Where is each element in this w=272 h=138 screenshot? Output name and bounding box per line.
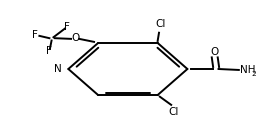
Text: F: F bbox=[64, 22, 70, 32]
Text: 2: 2 bbox=[252, 71, 256, 77]
Text: Cl: Cl bbox=[169, 107, 179, 117]
Text: Cl: Cl bbox=[155, 19, 166, 29]
Text: O: O bbox=[210, 47, 219, 57]
Text: F: F bbox=[32, 30, 38, 40]
Text: NH: NH bbox=[240, 65, 256, 75]
Text: N: N bbox=[54, 64, 61, 74]
Text: O: O bbox=[71, 33, 79, 43]
Text: F: F bbox=[47, 46, 52, 56]
